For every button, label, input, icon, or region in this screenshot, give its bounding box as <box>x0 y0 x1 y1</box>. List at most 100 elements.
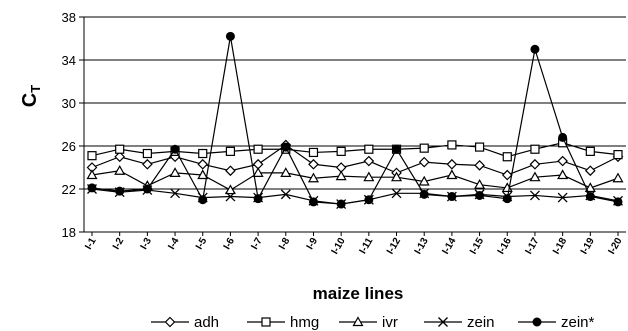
y-axis-label: CT <box>19 85 43 107</box>
data-point <box>585 192 595 202</box>
series-zein <box>87 184 623 210</box>
data-point <box>419 189 429 199</box>
data-point <box>142 148 152 159</box>
series-ivr <box>86 165 624 195</box>
data-point <box>447 192 457 202</box>
legend-item: hmg <box>247 314 319 331</box>
data-point <box>419 143 429 153</box>
x-tick-label: I-3 <box>139 236 155 252</box>
data-point <box>446 158 458 170</box>
data-point <box>613 197 623 207</box>
y-tick-label: 22 <box>62 182 76 197</box>
plot-area <box>86 31 624 210</box>
x-tick-label: I-1 <box>83 236 99 252</box>
data-point <box>557 155 568 167</box>
data-point <box>529 171 541 182</box>
grid-lines <box>84 16 626 233</box>
data-point <box>363 155 375 167</box>
data-point <box>253 194 263 204</box>
y-tick-label: 30 <box>62 96 76 111</box>
series-line <box>91 36 619 205</box>
data-point <box>475 190 485 200</box>
y-tick-label: 38 <box>62 10 76 25</box>
data-point <box>335 170 347 181</box>
data-point <box>114 151 126 163</box>
legend-item: adh <box>151 314 219 331</box>
data-point <box>336 146 346 156</box>
x-tick-label: I-13 <box>413 236 431 257</box>
x-tick-label: I-9 <box>305 236 321 252</box>
data-point <box>392 144 402 154</box>
data-point <box>225 165 236 177</box>
data-point <box>252 167 264 177</box>
y-tick-label: 34 <box>62 53 76 68</box>
legend-marker <box>438 317 448 327</box>
series-line <box>91 142 619 158</box>
data-point <box>557 192 568 203</box>
data-point <box>474 142 485 152</box>
data-point <box>280 167 292 177</box>
data-point <box>197 158 209 170</box>
x-tick-label: I-18 <box>551 236 569 257</box>
data-point <box>530 144 540 154</box>
legend-marker <box>352 316 364 327</box>
x-tick-label: I-14 <box>440 236 458 257</box>
y-tick-label: 18 <box>62 225 76 240</box>
data-point <box>225 191 236 202</box>
data-point <box>557 169 569 180</box>
data-point <box>364 144 374 154</box>
x-tick-label: I-17 <box>523 236 541 257</box>
data-point <box>363 171 375 182</box>
x-tick-label: I-16 <box>496 236 514 257</box>
data-point <box>612 172 624 183</box>
data-point <box>584 165 596 177</box>
data-point <box>87 151 97 161</box>
x-tick-label: I-10 <box>330 236 348 257</box>
legend: adh hmg ivr zein zein* <box>151 314 595 331</box>
data-point <box>308 147 319 158</box>
data-point <box>253 144 263 154</box>
x-tick-label: I-11 <box>358 236 376 256</box>
data-point <box>364 195 374 205</box>
legend-item: zein* <box>518 314 595 331</box>
x-tick-label: I-4 <box>166 236 182 252</box>
data-point <box>447 140 457 150</box>
data-point <box>474 160 485 171</box>
legend-label: zein <box>467 314 495 331</box>
legend-label: zein* <box>561 314 595 331</box>
x-tick-label: I-20 <box>606 236 624 257</box>
data-point <box>170 188 181 199</box>
legend-item: ivr <box>339 314 398 331</box>
data-point <box>502 152 512 162</box>
legend-label: ivr <box>382 314 398 331</box>
legend-marker <box>261 317 271 327</box>
x-tick-label: I-2 <box>111 236 127 252</box>
data-point <box>281 142 291 152</box>
data-point <box>197 169 209 180</box>
legend-marker <box>532 317 542 327</box>
data-point <box>585 146 595 156</box>
data-point <box>115 186 125 196</box>
x-tick-labels: I-1 I-2 I-3 I-4 I-5 I-6 I-7 I-8 I-9 I-10 I-11 I-12 I… <box>83 236 625 257</box>
x-tick-label: I-15 <box>468 236 486 257</box>
data-point <box>114 165 126 175</box>
data-point <box>198 148 208 159</box>
data-point <box>474 178 486 189</box>
data-point <box>307 172 319 183</box>
data-point <box>198 195 208 205</box>
x-axis-label: maize lines <box>313 284 404 303</box>
data-point <box>87 183 97 193</box>
x-tick-label: I-8 <box>277 236 293 252</box>
data-point <box>169 167 181 177</box>
series-line <box>91 170 619 191</box>
y-tick-label: 26 <box>62 139 76 154</box>
data-point <box>391 171 403 182</box>
data-point <box>308 197 318 207</box>
data-point <box>418 156 430 168</box>
data-point <box>224 184 236 195</box>
data-point <box>280 189 291 200</box>
x-tick-label: I-19 <box>579 236 597 257</box>
series-hmg <box>87 138 623 162</box>
legend-label: adh <box>194 314 219 331</box>
data-point <box>418 175 430 186</box>
